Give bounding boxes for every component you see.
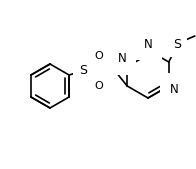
- Text: N: N: [118, 53, 126, 66]
- Text: N: N: [144, 38, 152, 51]
- Text: S: S: [79, 65, 87, 78]
- Text: N: N: [170, 82, 178, 95]
- Text: O: O: [95, 51, 103, 61]
- Text: O: O: [95, 81, 103, 91]
- Text: S: S: [173, 38, 181, 51]
